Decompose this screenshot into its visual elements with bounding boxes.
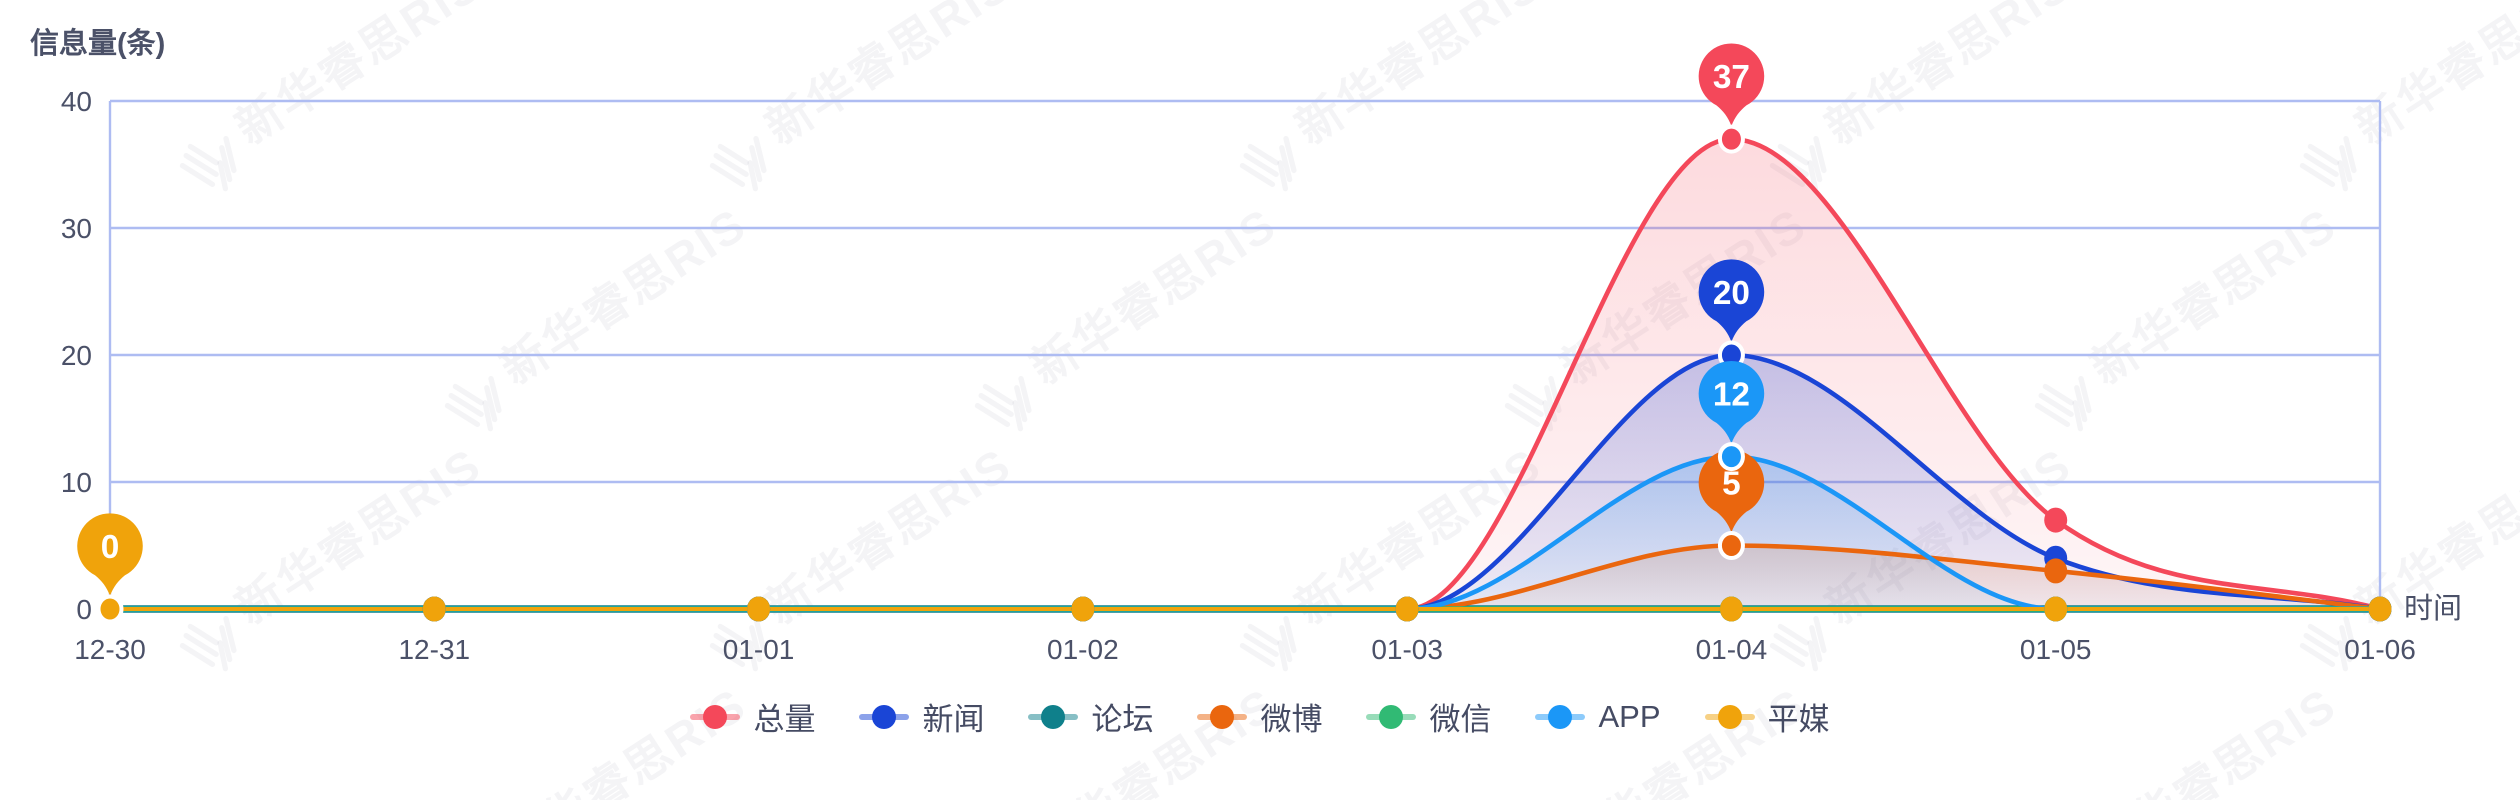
series-area-总量 (110, 139, 2380, 609)
legend-item-新闻[interactable]: 新闻 (859, 694, 984, 739)
x-tick-label: 01-02 (1047, 634, 1119, 665)
max-pin-APP[interactable]: 12 (1698, 360, 1765, 444)
data-point-平媒-01-03[interactable] (1395, 596, 1419, 622)
data-point-平媒-12-30[interactable] (96, 594, 124, 624)
legend-label: 新闻 (922, 702, 985, 737)
max-pin-value: 0 (101, 529, 120, 566)
data-point-APP-01-04[interactable] (1717, 442, 1745, 472)
max-pin-value: 5 (1722, 466, 1741, 503)
max-pin-新闻[interactable]: 20 (1698, 259, 1765, 342)
y-axis-title: 信息量(条) (30, 28, 166, 60)
series-area-APP (110, 456, 2380, 609)
y-tick-label: 30 (61, 213, 92, 244)
x-tick-label: 01-04 (1696, 634, 1768, 665)
data-point-平媒-01-05[interactable] (2044, 596, 2068, 622)
data-point-平媒-01-06[interactable] (2368, 596, 2392, 622)
x-tick-label: 01-06 (2344, 634, 2416, 665)
legend-item-微博[interactable]: 微博 (1197, 694, 1322, 739)
y-tick-label: 40 (61, 86, 92, 117)
legend-marker-icon (1535, 704, 1586, 730)
max-pin-value: 20 (1713, 275, 1750, 312)
data-point-平媒-01-02[interactable] (1071, 596, 1095, 622)
legend-marker-icon (690, 704, 741, 730)
legend-marker-icon (1028, 704, 1079, 730)
legend-label: 论坛 (1091, 702, 1154, 737)
legend-label: 微信 (1429, 702, 1492, 737)
legend-label: 总量 (753, 702, 816, 737)
x-tick-label: 12-30 (74, 634, 146, 665)
y-tick-label: 10 (61, 467, 92, 498)
x-axis-title: 时间 (2404, 593, 2463, 625)
legend-label: 平媒 (1767, 702, 1830, 737)
x-tick-label: 01-05 (2020, 634, 2092, 665)
x-tick-label: 01-01 (723, 634, 795, 665)
legend-marker-icon (859, 704, 910, 730)
legend-item-总量[interactable]: 总量 (690, 694, 815, 739)
x-tick-label: 01-03 (1371, 634, 1443, 665)
legend-marker-icon (1366, 704, 1417, 730)
legend-label: APP (1598, 698, 1661, 734)
data-point-平媒-01-04[interactable] (1719, 596, 1743, 622)
legend-label: 微博 (1260, 702, 1323, 737)
max-pin-平媒[interactable]: 0 (77, 513, 143, 596)
max-pin-微博[interactable]: 5 (1698, 449, 1765, 533)
data-point-平媒-01-01[interactable] (747, 596, 771, 622)
legend-marker-icon (1197, 704, 1248, 730)
max-pin-value: 37 (1713, 59, 1750, 96)
legend-item-平媒[interactable]: 平媒 (1704, 694, 1830, 739)
legend-item-论坛[interactable]: 论坛 (1028, 694, 1153, 739)
data-point-微博-01-05[interactable] (2044, 558, 2068, 584)
data-point-总量-01-05[interactable] (2044, 507, 2068, 533)
legend-item-APP[interactable]: APP (1535, 698, 1661, 735)
data-point-微博-01-04[interactable] (1717, 531, 1745, 560)
legend: 总量 新闻 论坛 微博 微信 APP 平媒 (0, 694, 2520, 739)
legend-item-微信[interactable]: 微信 (1366, 694, 1491, 739)
legend-marker-icon (1704, 704, 1755, 730)
data-point-总量-01-04[interactable] (1717, 124, 1745, 154)
x-tick-label: 12-31 (398, 634, 470, 665)
y-tick-label: 20 (61, 340, 92, 371)
max-pin-value: 12 (1713, 377, 1750, 414)
data-point-平媒-12-31[interactable] (422, 596, 446, 622)
y-tick-label: 0 (76, 594, 92, 625)
max-pin-总量[interactable]: 37 (1698, 43, 1765, 127)
